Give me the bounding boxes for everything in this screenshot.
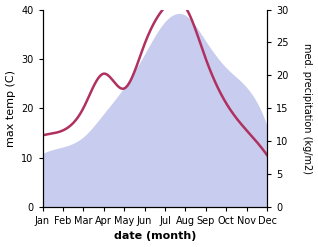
Y-axis label: max temp (C): max temp (C) (5, 70, 16, 147)
X-axis label: date (month): date (month) (114, 231, 196, 242)
Y-axis label: med. precipitation (kg/m2): med. precipitation (kg/m2) (302, 43, 313, 174)
